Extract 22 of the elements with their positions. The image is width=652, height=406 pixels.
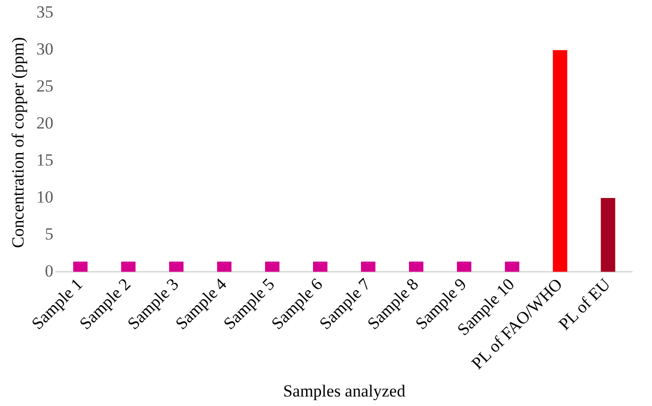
bar: [456, 262, 472, 272]
y-tick-label: 30: [36, 40, 54, 59]
bar: [600, 198, 616, 272]
bar: [408, 262, 424, 272]
y-tick-label: 5: [44, 224, 54, 244]
bar: [360, 262, 376, 272]
bar: [73, 262, 88, 272]
y-tick-label: 0: [44, 261, 54, 280]
bar: [504, 262, 520, 272]
y-tick-label: 10: [36, 187, 54, 206]
y-tick-label: 35: [36, 2, 54, 22]
bar: [169, 262, 184, 272]
x-axis-title: Samples analyzed: [283, 381, 406, 400]
bar: [313, 262, 328, 272]
bar: [121, 262, 136, 272]
bar: [265, 262, 280, 272]
y-tick-label: 25: [36, 76, 54, 96]
bar: [552, 50, 568, 272]
y-tick-label: 15: [36, 150, 54, 170]
bar: [217, 262, 232, 272]
y-tick-label: 20: [36, 114, 54, 133]
y-axis-title: Concentration of copper (ppm): [8, 37, 28, 248]
